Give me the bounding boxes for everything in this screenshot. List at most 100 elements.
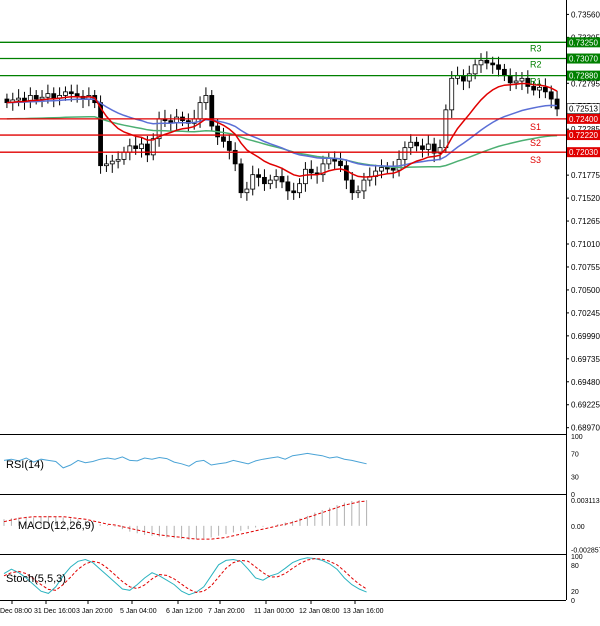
stoch-main-line bbox=[3, 557, 367, 596]
level-name-s3: S3 bbox=[530, 155, 541, 165]
price-tick-label: 0.70755 bbox=[571, 263, 600, 272]
level-price-label: 0.73070 bbox=[569, 55, 598, 64]
x-tick-label: Dec 08:00 bbox=[0, 608, 32, 615]
macd-signal-line bbox=[3, 500, 367, 540]
level-price-label: 0.73250 bbox=[569, 38, 598, 47]
candle-body bbox=[115, 158, 121, 162]
level-name-r2: R2 bbox=[530, 60, 542, 70]
candle-body bbox=[384, 167, 390, 170]
x-tick-label: 11 Jan 00:00 bbox=[254, 608, 294, 615]
candle-body bbox=[548, 91, 554, 100]
candle-body bbox=[68, 91, 74, 95]
candle-body bbox=[414, 141, 420, 147]
price-tick-label: 0.72795 bbox=[571, 79, 600, 88]
price-tick-label: 0.71775 bbox=[571, 171, 600, 180]
candle-body bbox=[256, 174, 261, 178]
macd-tick-label: 0.003113 bbox=[571, 498, 600, 505]
macd-tick-label: -0.002857 bbox=[571, 548, 600, 555]
price-tick-label: 0.68970 bbox=[571, 424, 600, 433]
x-tick-label: 6 Jan 12:00 bbox=[166, 608, 203, 615]
candle-body bbox=[484, 59, 490, 64]
candle-body bbox=[51, 93, 57, 99]
level-price-box bbox=[567, 53, 600, 64]
level-price-box bbox=[567, 113, 600, 124]
candle-body bbox=[168, 120, 174, 123]
candle-body bbox=[273, 176, 279, 181]
price-tick-label: 0.70500 bbox=[571, 286, 600, 295]
candle-body bbox=[22, 97, 27, 102]
candle-body bbox=[349, 179, 355, 194]
candle-body bbox=[320, 163, 326, 176]
candle-body bbox=[449, 77, 455, 111]
candle-body bbox=[98, 102, 103, 167]
candle-body bbox=[425, 143, 431, 150]
level-price-box bbox=[567, 147, 600, 158]
candle-body bbox=[250, 174, 256, 190]
current-price-label: 0.72513 bbox=[569, 105, 598, 114]
ma-green-line bbox=[6, 116, 558, 169]
level-name-s1: S1 bbox=[530, 122, 541, 132]
candle-body bbox=[326, 158, 332, 165]
candle-body bbox=[221, 136, 226, 142]
level-price-label: 0.72220 bbox=[569, 131, 598, 140]
price-tick-label: 0.71265 bbox=[571, 217, 600, 226]
level-name-r1: R1 bbox=[530, 77, 542, 87]
candle-body bbox=[490, 62, 496, 66]
candle-body bbox=[226, 140, 232, 151]
candle-body bbox=[472, 64, 478, 75]
candle-body bbox=[121, 151, 127, 160]
ma-blue-line bbox=[6, 98, 558, 168]
candle-body bbox=[519, 77, 525, 82]
price-tick-label: 0.69480 bbox=[571, 378, 600, 387]
candle-body bbox=[431, 143, 437, 154]
stoch-tick-label: 0 bbox=[571, 598, 575, 605]
candle-body bbox=[150, 138, 156, 156]
macd-label: MACD(12,26,9) bbox=[18, 520, 94, 532]
candle-body bbox=[267, 179, 273, 185]
candle-body bbox=[209, 95, 215, 127]
candle-body bbox=[443, 109, 449, 149]
x-tick-label: 7 Jan 20:00 bbox=[208, 608, 245, 615]
candle-body bbox=[45, 93, 51, 98]
candle-body bbox=[297, 183, 302, 194]
candle-body bbox=[174, 116, 180, 123]
candle-body bbox=[197, 102, 203, 120]
candle-body bbox=[203, 95, 209, 104]
candle-body bbox=[525, 77, 531, 87]
candle-body bbox=[144, 143, 150, 156]
candle-body bbox=[379, 167, 384, 172]
candle-body bbox=[390, 167, 396, 171]
candle-body bbox=[507, 75, 513, 84]
candle-body bbox=[33, 95, 39, 100]
candle-body bbox=[244, 188, 250, 194]
candle-body bbox=[513, 80, 519, 84]
candle-body bbox=[466, 73, 472, 82]
candle-body bbox=[542, 86, 548, 93]
candle-body bbox=[262, 176, 267, 185]
candle-body bbox=[133, 145, 139, 149]
level-price-label: 0.72880 bbox=[569, 72, 598, 81]
x-tick-label: 12 Jan 08:00 bbox=[299, 608, 340, 615]
candle-body bbox=[355, 190, 361, 194]
stoch-label: Stoch(5,5,3) bbox=[6, 573, 66, 585]
rsi-tick-label: 100 bbox=[571, 434, 583, 441]
rsi-line bbox=[3, 452, 367, 469]
candle-body bbox=[308, 168, 314, 174]
candle-body bbox=[408, 141, 414, 149]
candle-body bbox=[343, 165, 349, 181]
stoch-tick-label: 100 bbox=[571, 554, 583, 561]
candle-body bbox=[338, 160, 343, 167]
level-price-box bbox=[567, 70, 600, 81]
stoch-tick-label: 20 bbox=[571, 589, 579, 596]
candle-body bbox=[402, 147, 408, 160]
x-tick-label: 31 Dec 16:00 bbox=[34, 608, 76, 615]
level-name-s2: S2 bbox=[530, 138, 541, 148]
x-tick-label: 3 Jan 20:00 bbox=[76, 608, 113, 615]
current-price-box bbox=[566, 103, 600, 114]
level-price-label: 0.72030 bbox=[569, 148, 598, 157]
candle-body bbox=[554, 98, 560, 110]
candle-body bbox=[396, 158, 402, 171]
level-price-label: 0.72400 bbox=[569, 115, 598, 124]
